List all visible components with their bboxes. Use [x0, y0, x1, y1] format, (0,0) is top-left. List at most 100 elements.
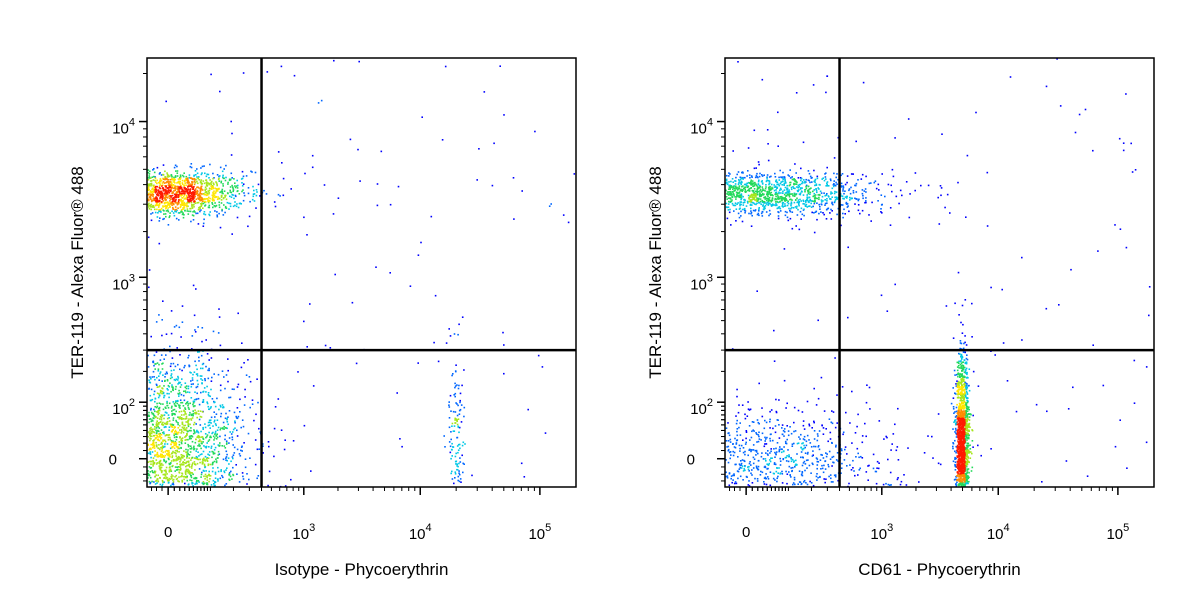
- event-dot: [212, 198, 215, 201]
- event-dot: [793, 406, 796, 409]
- event-dot: [208, 191, 210, 194]
- event-dot: [196, 180, 198, 183]
- event-dot: [174, 429, 177, 432]
- event-dot: [155, 474, 157, 476]
- event-dot: [187, 185, 189, 188]
- event-dot: [726, 191, 729, 193]
- event-dot: [816, 473, 818, 475]
- event-dot: [244, 388, 246, 391]
- event-dot: [204, 459, 207, 461]
- event-dot: [752, 449, 755, 451]
- event-dot: [181, 430, 183, 433]
- event-dot: [222, 406, 225, 408]
- event-dot: [180, 417, 183, 419]
- event-dot: [240, 178, 243, 180]
- event-dot: [154, 483, 157, 485]
- event-dot: [166, 392, 168, 395]
- event-dot: [785, 470, 787, 473]
- event-dot: [735, 443, 738, 445]
- event-dot: [797, 186, 800, 189]
- event-dot: [153, 190, 156, 192]
- event-dot: [212, 199, 214, 202]
- event-dot: [806, 197, 809, 200]
- event-dot: [202, 441, 204, 443]
- event-dot: [751, 469, 753, 471]
- event-dot: [165, 449, 168, 452]
- event-dot: [165, 194, 168, 196]
- event-dot: [236, 473, 238, 475]
- event-dot: [207, 421, 210, 424]
- event-dot: [217, 480, 219, 482]
- event-dot: [170, 469, 172, 472]
- event-dot: [795, 92, 798, 94]
- event-dot: [837, 196, 839, 199]
- event-dot: [169, 178, 172, 181]
- event-dot: [174, 210, 176, 212]
- event-dot: [791, 206, 793, 209]
- event-dot: [183, 192, 186, 195]
- event-dot: [725, 206, 728, 208]
- event-dot: [163, 414, 166, 416]
- event-dot: [258, 448, 261, 450]
- event-dot: [952, 442, 955, 445]
- event-dot: [199, 375, 202, 377]
- event-dot: [458, 462, 460, 465]
- event-dot: [758, 207, 760, 209]
- event-dot: [265, 193, 268, 195]
- event-dot: [206, 475, 209, 477]
- event-dot: [147, 431, 150, 433]
- event-dot: [202, 469, 205, 472]
- event-dot: [176, 402, 179, 405]
- event-dot: [149, 427, 151, 430]
- event-dot: [183, 194, 186, 196]
- event-dot: [201, 411, 204, 413]
- event-dot: [153, 447, 156, 449]
- event-dot: [223, 204, 225, 206]
- event-dot: [857, 413, 859, 416]
- event-dot: [162, 464, 164, 466]
- event-dot: [193, 180, 196, 183]
- event-dot: [757, 198, 759, 201]
- event-dot: [449, 445, 452, 448]
- event-dot: [196, 172, 199, 175]
- event-dot: [230, 433, 233, 435]
- event-dot: [888, 484, 891, 486]
- event-dot: [190, 418, 192, 420]
- event-dot: [409, 285, 412, 287]
- event-dot: [254, 171, 257, 174]
- event-dot: [953, 421, 955, 423]
- event-dot: [1148, 314, 1150, 317]
- event-dot: [776, 207, 779, 210]
- event-dot: [161, 453, 163, 456]
- event-dot: [450, 457, 452, 460]
- event-dot: [234, 186, 237, 189]
- event-dot: [171, 200, 174, 203]
- event-dot: [162, 300, 164, 302]
- event-dot: [188, 193, 190, 195]
- event-dot: [190, 380, 192, 382]
- event-dot: [966, 470, 969, 472]
- event-dot: [242, 72, 245, 74]
- event-dot: [772, 439, 774, 442]
- event-dot: [155, 422, 158, 424]
- event-dot: [155, 406, 158, 409]
- event-dot: [175, 324, 178, 327]
- event-dot: [189, 479, 191, 481]
- event-dot: [197, 397, 200, 400]
- event-dot: [760, 194, 762, 196]
- event-dot: [235, 464, 237, 466]
- event-dot: [185, 473, 187, 475]
- event-dot: [231, 193, 233, 196]
- event-dot: [150, 203, 153, 206]
- event-dot: [968, 389, 971, 392]
- event-dot: [471, 474, 473, 477]
- event-dot: [166, 180, 169, 183]
- event-dot: [159, 477, 161, 479]
- event-dot: [208, 451, 211, 453]
- event-dot: [161, 392, 163, 395]
- event-dot: [187, 387, 190, 390]
- event-dot: [200, 183, 203, 185]
- event-dot: [167, 389, 169, 391]
- event-dot: [779, 457, 781, 460]
- event-dot: [183, 180, 186, 182]
